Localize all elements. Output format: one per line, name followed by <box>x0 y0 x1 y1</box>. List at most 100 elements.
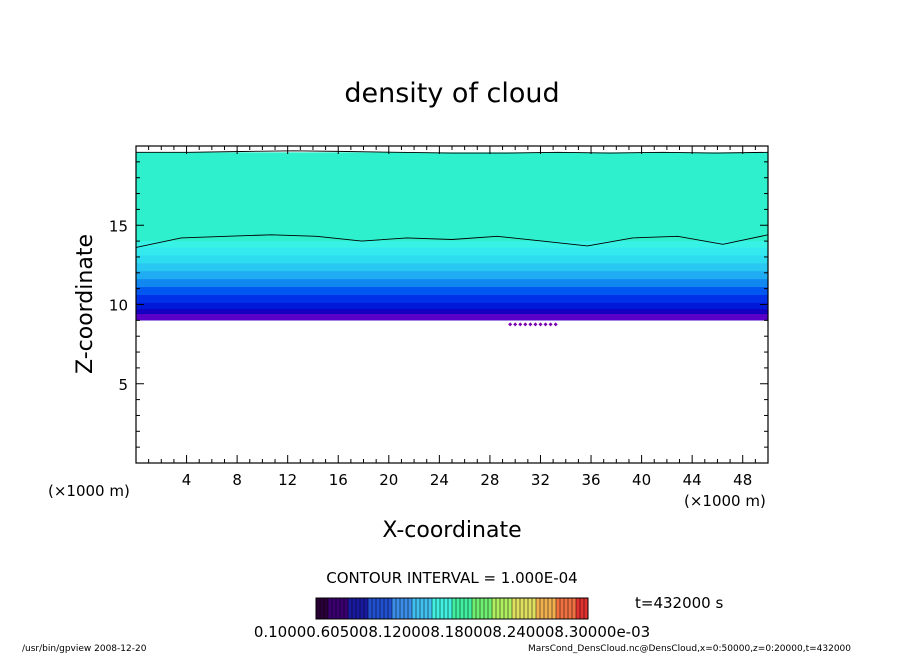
colorbar-cell <box>408 598 413 619</box>
colorbar-cell <box>316 598 321 619</box>
colorbar-cell <box>416 598 421 619</box>
colorbar-cell <box>352 598 357 619</box>
colorbar-cell <box>420 598 425 619</box>
colorbar-cell <box>384 598 389 619</box>
base-marker <box>533 322 538 327</box>
colorbar-cell <box>572 598 577 619</box>
colorbar-cell <box>580 598 585 619</box>
colorbar-cell <box>524 598 529 619</box>
colorbar-frame <box>315 597 589 620</box>
colorbar-cell <box>424 598 429 619</box>
x-tick-label: 4 <box>182 471 192 489</box>
colorbar-cell <box>340 598 345 619</box>
colorbar-cell <box>512 598 517 619</box>
colorbar-cell <box>336 598 341 619</box>
colorbar-cell <box>492 598 497 619</box>
colorbar-cell <box>368 598 373 619</box>
colorbar-cell <box>536 598 541 619</box>
x-tick-label: 20 <box>379 471 398 489</box>
plot-diamonds <box>508 322 558 327</box>
base-marker <box>528 322 533 327</box>
base-marker <box>543 322 548 327</box>
colorbar-cell <box>564 598 569 619</box>
x-tick-label: 36 <box>581 471 600 489</box>
colorbar-cell <box>560 598 565 619</box>
contour-line-upper <box>136 150 768 154</box>
colorbar-cell <box>456 598 461 619</box>
colorbar-cell <box>364 598 369 619</box>
x-tick-label: 16 <box>329 471 348 489</box>
colorbar-cell <box>380 598 385 619</box>
y-ticks: 5 10 15 <box>109 161 768 448</box>
colorbar-cell <box>520 598 525 619</box>
colorbar <box>315 598 589 619</box>
colorbar-cell <box>428 598 433 619</box>
colorbar-cell <box>432 598 437 619</box>
footer-right: MarsCond_DensCloud.nc@DensCloud,x=0:5000… <box>528 644 851 654</box>
base-marker <box>508 322 513 327</box>
x-tick-label: 32 <box>531 471 550 489</box>
x-tick-label: 28 <box>480 471 499 489</box>
colorbar-cell <box>504 598 509 619</box>
colorbar-cell <box>576 598 581 619</box>
x-tick-label: 8 <box>232 471 242 489</box>
x-tick-label: 12 <box>278 471 297 489</box>
colorbar-cell <box>328 598 333 619</box>
colorbar-cell <box>344 598 349 619</box>
colorbar-cell <box>348 598 353 619</box>
contour-interval: CONTOUR INTERVAL = 1.000E-04 <box>326 569 577 587</box>
colorbar-cell <box>440 598 445 619</box>
colorbar-cell <box>324 598 329 619</box>
x-tick-label: 48 <box>733 471 752 489</box>
colorbar-cell <box>412 598 417 619</box>
base-marker <box>518 322 523 327</box>
x-axis-label: X-coordinate <box>382 518 521 543</box>
colorbar-cell <box>500 598 505 619</box>
colorbar-cell <box>544 598 549 619</box>
colorbar-cell <box>540 598 545 619</box>
colorbar-cell <box>360 598 365 619</box>
fill-band-11 <box>136 314 768 321</box>
y-tick-label: 5 <box>118 376 128 394</box>
colorbar-cell <box>436 598 441 619</box>
colorbar-cell <box>464 598 469 619</box>
colorbar-cell <box>476 598 481 619</box>
y-tick-label: 10 <box>109 297 128 315</box>
colorbar-cell <box>320 598 325 619</box>
x-tick-label: 44 <box>683 471 702 489</box>
colorbar-cell <box>468 598 473 619</box>
colorbar-cell <box>392 598 397 619</box>
colorbar-cell <box>508 598 513 619</box>
colorbar-cell <box>552 598 557 619</box>
colorbar-cell <box>400 598 405 619</box>
colorbar-cell <box>396 598 401 619</box>
colorbar-cell <box>584 598 589 619</box>
contour-line-lower <box>136 234 768 248</box>
base-marker <box>513 322 518 327</box>
colorbar-cell <box>556 598 561 619</box>
colorbar-cell <box>444 598 449 619</box>
colorbar-cell <box>516 598 521 619</box>
y-tick-label: 15 <box>109 217 128 235</box>
colorbar-cell <box>404 598 409 619</box>
x-ticks: 4 8 12 16 20 24 28 32 36 40 44 48 <box>148 146 756 489</box>
colorbar-cell <box>452 598 457 619</box>
base-marker <box>538 322 543 327</box>
chart-title: density of cloud <box>344 78 559 109</box>
colorbar-cell <box>472 598 477 619</box>
colorbar-cell <box>376 598 381 619</box>
y-axis-label: Z-coordinate <box>73 234 98 374</box>
x-unit-right: (×1000 m) <box>684 492 766 510</box>
colorbar-cell <box>484 598 489 619</box>
base-marker <box>553 322 558 327</box>
colorbar-cell <box>532 598 537 619</box>
colorbar-cell <box>488 598 493 619</box>
base-marker <box>548 322 553 327</box>
colorbar-labels: 0.10000.605008.120008.180008.240008.3000… <box>254 623 650 641</box>
time-label: t=432000 s <box>635 594 723 612</box>
colorbar-cell <box>448 598 453 619</box>
colorbar-cell <box>548 598 553 619</box>
x-tick-label: 40 <box>632 471 651 489</box>
colorbar-cell <box>388 598 393 619</box>
